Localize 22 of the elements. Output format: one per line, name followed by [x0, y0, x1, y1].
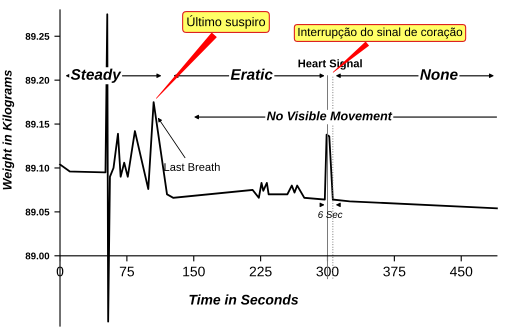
x-tick-label: 75: [120, 266, 134, 276]
x-tick-label: 225: [250, 266, 272, 276]
annotation: Last Breath: [164, 162, 220, 171]
x-tick-label: 150: [183, 266, 205, 276]
annotation: Eratic: [230, 68, 273, 80]
x-tick-label: 375: [383, 266, 406, 276]
y-tick-label: 89.00: [26, 252, 50, 260]
annotation: Interrupção do sinal de coração: [298, 27, 462, 39]
y-tick-label: 89.10: [26, 164, 50, 172]
y-tick-label: 89.15: [26, 120, 50, 128]
annotation: None: [420, 69, 458, 80]
annotation: 6 Sec: [318, 211, 342, 218]
y-tick-label: 89.25: [26, 32, 50, 40]
y-axis-title: Weight in Kilograms: [2, 70, 14, 190]
y-tick-label: 89.05: [26, 208, 50, 216]
x-tick-label: 450: [450, 266, 472, 276]
annotation: Último suspiro: [187, 15, 266, 29]
y-tick-label: 89.20: [26, 76, 50, 84]
annotation: No Visible Movement: [266, 111, 392, 120]
annotation: Steady: [70, 68, 122, 83]
x-axis-title: Time in Seconds: [189, 294, 298, 305]
x-tick-label: 300: [316, 266, 339, 276]
